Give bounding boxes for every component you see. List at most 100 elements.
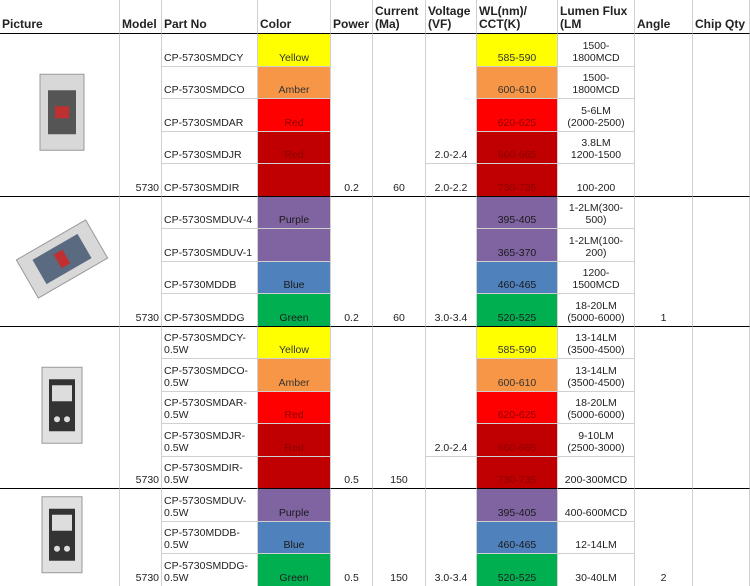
chip-qty-cell <box>693 489 750 586</box>
wl-cell: 660-665 <box>477 424 558 457</box>
part-no-cell: CP-5730SMDCO- 0.5W <box>162 359 258 392</box>
wl-cell: 730-735 <box>477 456 558 489</box>
color-cell: Red <box>258 424 331 457</box>
color-cell: Green <box>258 294 331 327</box>
header-cell: Part No <box>162 0 258 34</box>
wl-cell: 600-610 <box>477 66 558 99</box>
led-image <box>15 218 109 299</box>
power-cell: 0.2 <box>331 34 373 197</box>
lumen-cell: 30-40LM <box>558 554 635 586</box>
voltage-cell: 2.0-2.2 <box>426 164 477 197</box>
part-no-cell: CP-5730SMDIR- 0.5W <box>162 456 258 489</box>
wl-cell: 460-465 <box>477 261 558 294</box>
chip-qty-cell <box>693 326 750 489</box>
color-cell: Yellow <box>258 34 331 67</box>
lumen-cell: 1500-1800MCD <box>558 34 635 67</box>
color-cell: Red <box>258 99 331 132</box>
led-image <box>39 73 85 151</box>
led-image <box>41 366 83 444</box>
part-no-cell: CP-5730SMDJR <box>162 131 258 164</box>
wl-cell: 460-465 <box>477 521 558 554</box>
chip-qty-cell <box>693 34 750 197</box>
lumen-cell: 5-6LM (2000-2500) <box>558 99 635 132</box>
voltage-cell: 3.0-3.4 <box>426 196 477 327</box>
part-no-cell: CP-5730SMDAR <box>162 99 258 132</box>
lumen-cell: 200-300MCD <box>558 456 635 489</box>
part-no-cell: CP-5730SMDCY- 0.5W <box>162 326 258 359</box>
lumen-cell: 1500-1800MCD <box>558 66 635 99</box>
lumen-cell: 18-20LM (5000-6000) <box>558 294 635 327</box>
header-cell: Angle <box>635 0 693 34</box>
color-cell: Blue <box>258 521 331 554</box>
lumen-cell: 3.8LM 1200-1500 <box>558 131 635 164</box>
wl-cell: 520-525 <box>477 294 558 327</box>
lumen-cell: 18-20LM (5000-6000) <box>558 391 635 424</box>
header-cell: Lumen Flux (LM <box>558 0 635 34</box>
picture-cell <box>0 489 120 586</box>
color-cell <box>258 229 331 262</box>
part-no-cell: CP-5730SMDCO <box>162 66 258 99</box>
picture-cell <box>0 326 120 489</box>
part-no-cell: CP-5730SMDAR- 0.5W <box>162 391 258 424</box>
chip-qty-cell <box>693 196 750 327</box>
current-cell: 60 <box>373 196 426 327</box>
wl-cell: 620-625 <box>477 99 558 132</box>
model-cell: 5730 <box>120 196 162 327</box>
power-cell: 0.5 <box>331 489 373 586</box>
color-cell: Amber <box>258 359 331 392</box>
color-cell <box>258 164 331 197</box>
color-cell: Purple <box>258 196 331 229</box>
model-cell: 5730 <box>120 34 162 197</box>
wl-cell: 600-610 <box>477 359 558 392</box>
current-cell: 150 <box>373 326 426 489</box>
lumen-cell: 9-10LM (2500-3000) <box>558 424 635 457</box>
lumen-cell: 1-2LM(300-500) <box>558 196 635 229</box>
model-cell: 5730 <box>120 489 162 586</box>
header-cell: Current (Ma) <box>373 0 426 34</box>
wl-cell: 585-590 <box>477 326 558 359</box>
lumen-cell: 1200-1500MCD <box>558 261 635 294</box>
angle-cell <box>635 34 693 197</box>
header-cell: Model <box>120 0 162 34</box>
color-cell: Amber <box>258 66 331 99</box>
lumen-cell: 1-2LM(100-200) <box>558 229 635 262</box>
picture-cell <box>0 34 120 197</box>
color-cell: Red <box>258 131 331 164</box>
angle-cell: 1 <box>635 196 693 327</box>
lumen-cell: 400-600MCD <box>558 489 635 522</box>
part-no-cell: CP-5730SMDDG <box>162 294 258 327</box>
voltage-cell: 3.0-3.4 <box>426 489 477 586</box>
part-no-cell: CP-5730MDDB <box>162 261 258 294</box>
wl-cell: 395-405 <box>477 196 558 229</box>
power-cell: 0.5 <box>331 326 373 489</box>
voltage-cell: 2.0-2.4 <box>426 326 477 457</box>
current-cell: 150 <box>373 489 426 586</box>
voltage-cell <box>426 456 477 489</box>
wl-cell: 520-525 <box>477 554 558 586</box>
header-cell: Power <box>331 0 373 34</box>
lumen-cell: 12-14LM <box>558 521 635 554</box>
part-no-cell: CP-5730SMDUV- 0.5W <box>162 489 258 522</box>
lumen-cell: 13-14LM (3500-4500) <box>558 359 635 392</box>
current-cell: 60 <box>373 34 426 197</box>
voltage-cell: 2.0-2.4 <box>426 34 477 164</box>
model-cell: 5730 <box>120 326 162 489</box>
wl-cell: 585-590 <box>477 34 558 67</box>
angle-cell: 2 <box>635 489 693 586</box>
header-cell: WL(nm)/ CCT(K) <box>477 0 558 34</box>
part-no-cell: CP-5730SMDIR <box>162 164 258 197</box>
part-no-cell: CP-5730SMDUV-1 <box>162 229 258 262</box>
part-no-cell: CP-5730SMDCY <box>162 34 258 67</box>
angle-cell <box>635 326 693 489</box>
header-cell: Chip Qty <box>693 0 750 34</box>
header-cell: Color <box>258 0 331 34</box>
wl-cell: 660-665 <box>477 131 558 164</box>
header-cell: Voltage (VF) <box>426 0 477 34</box>
wl-cell: 365-370 <box>477 229 558 262</box>
power-cell: 0.2 <box>331 196 373 327</box>
part-no-cell: CP-5730MDDB- 0.5W <box>162 521 258 554</box>
header-cell: Picture <box>0 0 120 34</box>
color-cell: Red <box>258 391 331 424</box>
part-no-cell: CP-5730SMDJR- 0.5W <box>162 424 258 457</box>
